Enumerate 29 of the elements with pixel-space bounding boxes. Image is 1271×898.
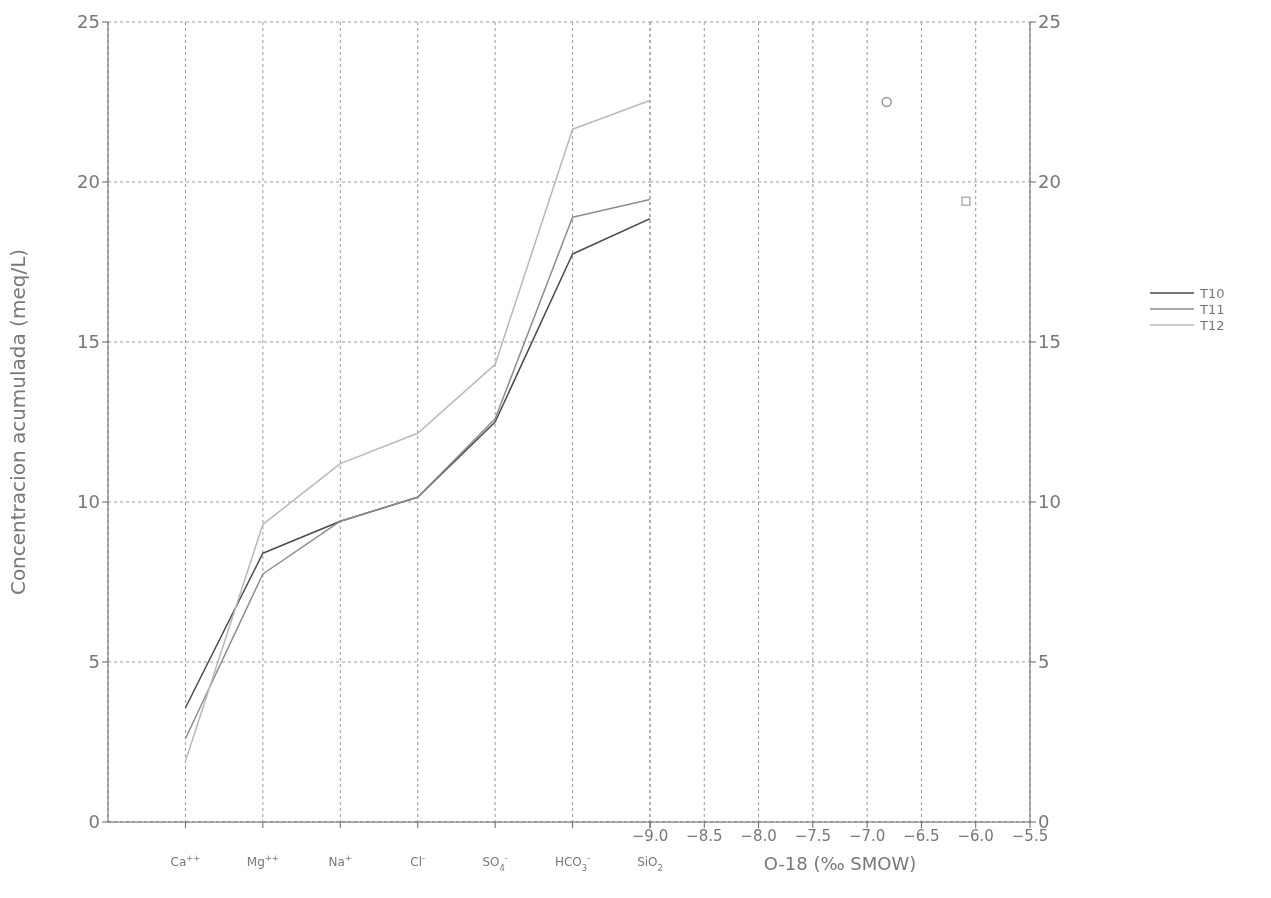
- x-tick-label: Cl$^{-}$: [410, 853, 426, 869]
- x-tick-label: −6.0: [957, 826, 994, 845]
- y2-tick-label: 5: [1038, 651, 1050, 673]
- y-axis-title: Concentracion acumulada (meq/L): [6, 248, 31, 596]
- x-axis-title: O-18 (‰ SMOW): [763, 853, 917, 874]
- x-tick-label: −7.0: [848, 826, 886, 845]
- y-tick-label: 0: [88, 811, 100, 833]
- x-tick-label: −7.5: [794, 826, 832, 845]
- x-tick-label: −8.5: [686, 826, 723, 845]
- x-tick-label: Ca$^{++}$: [170, 853, 201, 869]
- x-tick-label: Na$^{+}$: [328, 853, 352, 869]
- y2-tick-label: 25: [1038, 11, 1061, 33]
- y2-tick-label: 15: [1038, 331, 1061, 353]
- line-series: [184, 99, 650, 762]
- y2-tick-label: 10: [1038, 491, 1061, 513]
- legend-label: T10: [1200, 285, 1225, 301]
- y2-tick-label: 20: [1038, 171, 1061, 193]
- y-tick-label: 15: [77, 331, 100, 353]
- y-tick-label: 10: [77, 491, 100, 513]
- x-tick-label: −9.0: [631, 826, 669, 845]
- x-tick-label: −8.0: [740, 826, 777, 845]
- y-tick-label: 5: [88, 651, 100, 673]
- y-tick-label: 25: [77, 11, 100, 33]
- y-tick-label: 20: [77, 171, 100, 193]
- x-tick-label: SiO$_{2}$: [637, 855, 663, 873]
- legend-label: T11: [1200, 301, 1225, 317]
- legend-label: T12: [1200, 317, 1225, 333]
- x-tick-label: −6.5: [903, 826, 940, 845]
- x-tick-label: Mg$^{++}$: [246, 853, 279, 869]
